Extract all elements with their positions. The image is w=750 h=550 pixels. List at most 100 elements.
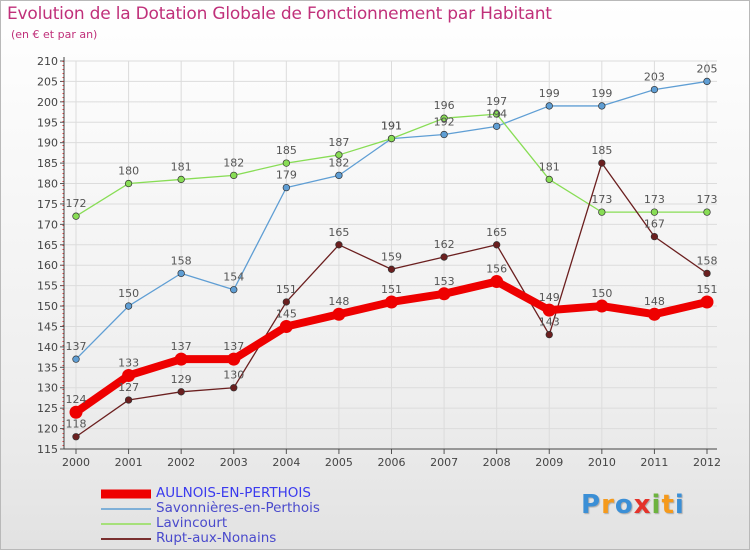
y-tick-label: 150	[37, 300, 58, 313]
data-point	[650, 208, 659, 216]
data-label: 199	[539, 87, 560, 100]
data-point	[650, 85, 659, 94]
y-tick-label: 115	[37, 443, 58, 456]
data-label: 149	[539, 291, 560, 304]
data-point	[703, 208, 711, 216]
data-point	[230, 171, 238, 180]
data-label: 137	[223, 340, 244, 353]
data-label: 153	[434, 275, 455, 288]
data-label: 185	[591, 144, 612, 157]
data-label: 158	[697, 254, 718, 267]
data-label: 145	[276, 307, 297, 320]
data-label: 205	[697, 62, 718, 75]
data-label: 197	[486, 95, 507, 108]
x-tick-label: 2003	[220, 456, 248, 469]
y-tick-label: 135	[37, 361, 58, 374]
logo-letter: P	[581, 490, 602, 520]
x-tick-label: 2007	[430, 456, 458, 469]
data-point	[598, 159, 606, 167]
data-label: 172	[66, 197, 87, 210]
data-point	[335, 241, 343, 249]
data-point	[440, 253, 448, 261]
data-label: 151	[697, 283, 718, 296]
data-point	[227, 352, 241, 366]
data-label: 118	[66, 418, 87, 431]
data-label: 148	[644, 295, 665, 308]
legend-label: Savonnières-en-Perthois	[156, 500, 320, 516]
data-point	[440, 114, 448, 122]
data-label: 196	[434, 99, 455, 112]
x-tick-label: 2009	[535, 456, 563, 469]
data-label: 194	[486, 107, 507, 120]
data-label: 199	[591, 87, 612, 100]
chart-subtitle: (en € et par an)	[11, 28, 98, 41]
y-tick-label: 130	[37, 382, 58, 395]
data-point	[230, 286, 238, 294]
logo-letter: x	[633, 490, 652, 520]
data-label: 133	[118, 356, 139, 369]
y-tick-label: 170	[37, 218, 58, 231]
y-tick-label: 160	[37, 259, 58, 272]
y-tick-label: 180	[37, 178, 58, 191]
y-tick-label: 175	[37, 198, 58, 211]
x-tick-label: 2004	[272, 456, 300, 469]
data-point	[177, 269, 185, 278]
data-label: 156	[486, 263, 507, 276]
data-point	[72, 212, 80, 220]
y-tick-label: 205	[37, 75, 58, 88]
data-label: 165	[328, 226, 349, 239]
data-label: 129	[171, 373, 192, 386]
x-tick-label: 2000	[62, 456, 90, 469]
data-label: 159	[381, 250, 402, 263]
data-label: 179	[276, 169, 297, 182]
y-tick-label: 155	[37, 280, 58, 293]
data-label: 127	[118, 381, 139, 394]
data-point	[72, 433, 80, 441]
x-tick-label: 2012	[693, 456, 721, 469]
data-point	[493, 122, 501, 130]
data-point	[72, 355, 80, 363]
data-point	[282, 298, 290, 306]
data-point	[703, 77, 711, 86]
data-point	[647, 307, 661, 321]
data-label: 148	[328, 295, 349, 308]
data-label: 185	[276, 144, 297, 157]
data-point	[122, 368, 136, 382]
data-point	[282, 159, 290, 167]
legend-label: AULNOIS-EN-PERTHOIS	[156, 485, 311, 501]
data-point	[598, 102, 606, 110]
y-tick-label: 145	[37, 320, 58, 333]
data-label: 143	[539, 316, 560, 329]
x-tick-label: 2006	[378, 456, 406, 469]
data-label: 154	[223, 271, 244, 284]
data-point	[440, 130, 448, 139]
x-tick-label: 2011	[640, 456, 668, 469]
data-point	[437, 287, 451, 301]
data-point	[545, 175, 553, 184]
data-label: 158	[171, 254, 192, 267]
data-label: 173	[697, 193, 718, 206]
data-point	[124, 396, 133, 404]
data-point	[542, 303, 556, 317]
data-point	[545, 102, 553, 110]
legend-swatch	[101, 537, 151, 540]
data-point	[490, 275, 504, 289]
data-label: 165	[486, 226, 507, 239]
legend-swatch	[101, 507, 151, 510]
proxiti-logo: Proxiti	[581, 490, 685, 520]
data-label: 151	[381, 283, 402, 296]
x-tick-label: 2010	[588, 456, 616, 469]
data-point	[387, 265, 396, 273]
data-label: 181	[539, 160, 560, 173]
data-point	[385, 295, 398, 309]
data-label: 191	[381, 120, 402, 133]
data-label: 173	[644, 193, 665, 206]
data-label: 187	[328, 136, 349, 149]
data-point	[335, 171, 343, 180]
legend-swatch	[101, 489, 151, 498]
y-tick-label: 210	[37, 55, 58, 68]
data-label: 182	[328, 156, 349, 169]
y-tick-label: 195	[37, 116, 58, 129]
legend-swatch	[101, 522, 151, 525]
